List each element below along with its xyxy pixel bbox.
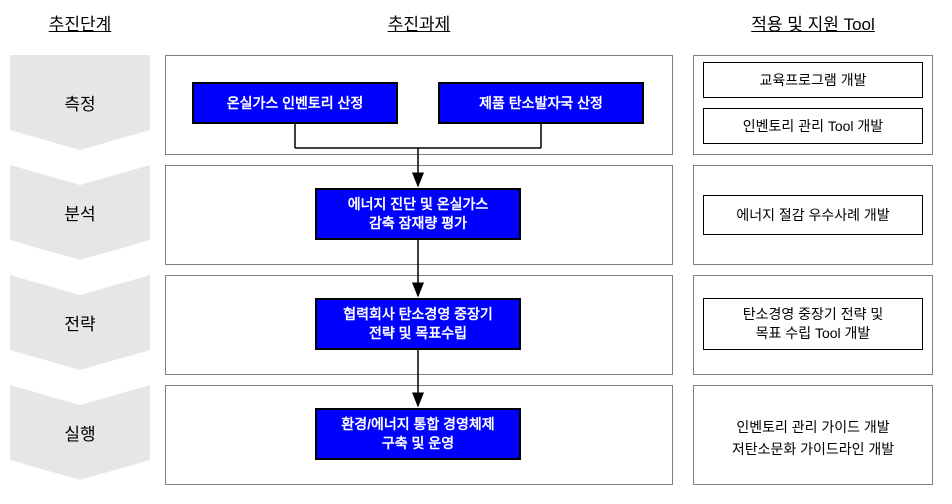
header-phase: 추진단계 xyxy=(10,10,150,35)
tool-t3: 에너지 절감 우수사례 개발 xyxy=(703,195,923,235)
diagram-root: 추진단계 추진과제 적용 및 지원 Tool 측정 분석 전략 실행 온실가스 … xyxy=(0,0,952,504)
task-c: 협력회사 탄소경영 중장기 전략 및 목표수립 xyxy=(315,298,521,350)
tool-t2: 인벤토리 관리 Tool 개발 xyxy=(703,108,923,144)
tool-t4: 탄소경영 중장기 전략 및 목표 수립 Tool 개발 xyxy=(703,298,923,350)
phase-label-1: 측정 xyxy=(10,90,150,115)
task-d: 환경/에너지 통합 경영체제 구축 및 운영 xyxy=(315,408,521,460)
tool-t1: 교육프로그램 개발 xyxy=(703,62,923,98)
header-tools: 적용 및 지원 Tool xyxy=(693,10,933,35)
tool-row4-line2: 저탄소문화 가이드라인 개발 xyxy=(732,438,894,460)
task-a1: 온실가스 인벤토리 산정 xyxy=(192,82,398,124)
phase-label-4: 실행 xyxy=(10,420,150,445)
phase-label-2: 분석 xyxy=(10,200,150,225)
header-tasks: 추진과제 xyxy=(165,10,673,35)
tool-row4-line1: 인벤토리 관리 가이드 개발 xyxy=(736,416,889,438)
phase-label-3: 전략 xyxy=(10,310,150,335)
task-a2: 제품 탄소발자국 산정 xyxy=(438,82,644,124)
task-b: 에너지 진단 및 온실가스 감축 잠재량 평가 xyxy=(315,188,521,240)
tool-row4-stack: 인벤토리 관리 가이드 개발 저탄소문화 가이드라인 개발 xyxy=(693,410,933,466)
